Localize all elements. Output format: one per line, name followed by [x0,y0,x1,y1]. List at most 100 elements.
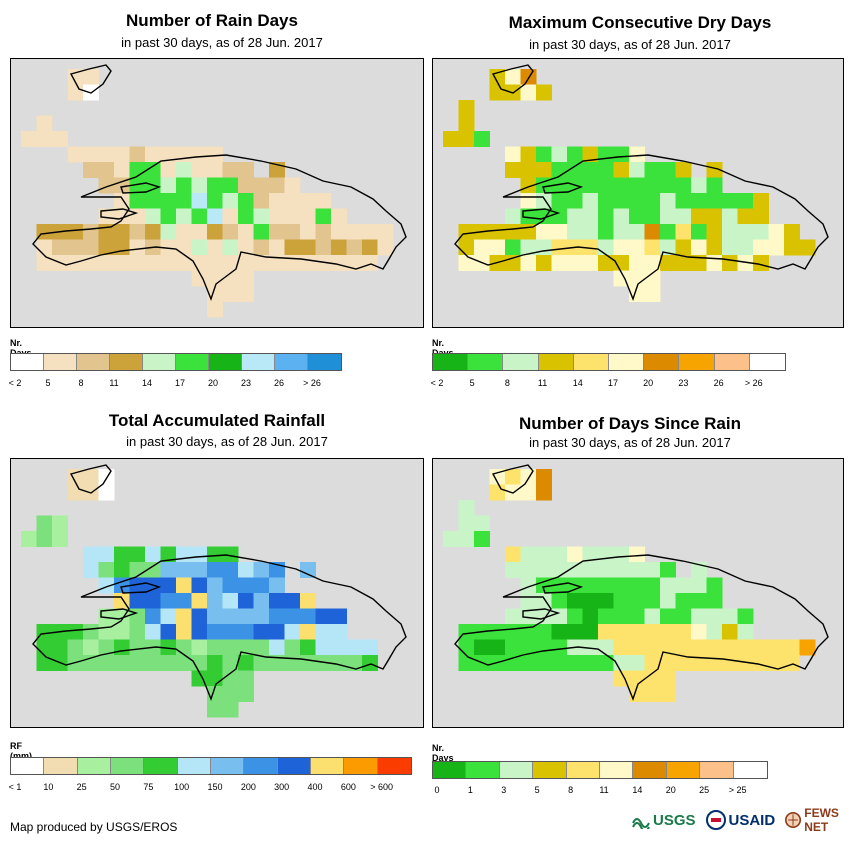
grid-cell [675,577,692,594]
grid-cell [362,224,378,240]
grid-cell [284,639,301,656]
grid-cell [222,177,239,194]
grid-cell [98,177,115,194]
grid-cell [114,577,130,594]
grid-cell [598,177,614,194]
grid-cell [582,162,599,178]
coastline [100,208,139,220]
grid-cell [176,162,192,178]
grid-cell [644,193,661,209]
grid-cell [613,608,630,625]
grid-cell [207,624,223,640]
grid-cell [145,208,161,225]
grid-cell [129,255,146,271]
panel-title: Number of Rain Days [126,11,298,30]
grid-cell [362,639,378,656]
grid-cell [520,208,537,225]
grid-cell [67,624,84,640]
grid-cell [644,239,661,256]
panel-title: Total Accumulated Rainfall [108,411,326,430]
grid-cell [644,177,661,194]
grid-cell [114,177,130,194]
legend-label: 14 [632,785,643,795]
panel-subtitle: in past 30 days, as of 28 Jun. 2017 [529,37,731,52]
grid-cell [613,239,630,256]
grid-cell [253,193,270,209]
grid-cell [598,239,614,256]
grid-cell [36,655,53,671]
grid-cell [238,562,254,578]
grid-cell [160,239,177,256]
grid-cell [238,593,254,609]
grid-cell [753,255,769,271]
grid-cell [191,270,208,287]
grid-cell [284,593,301,609]
legend-swatch [533,762,567,778]
grid-cell [207,701,223,718]
grid-cell [613,546,630,563]
grid-cell [176,208,192,225]
legend-swatch [377,758,411,774]
grid-cell [505,162,521,178]
grid-cell [222,162,239,178]
grid-cell [160,624,177,640]
legend-swatch [110,758,145,774]
grid-cell [98,608,115,625]
grid-cell [582,593,599,609]
grid-cell [207,193,223,209]
legend-swatch [308,354,341,370]
grid-cell [582,546,599,563]
grid-cell [129,224,146,240]
grid-cell [675,608,692,625]
grid-cell [598,608,614,625]
legend-swatch [275,354,308,370]
grid-cell [129,208,146,225]
grid-cell [613,670,630,687]
legend-label: 300 [274,782,290,792]
grid-cell [675,655,692,671]
grid-cell [222,286,239,302]
grid-cell [300,193,316,209]
grid-cell [98,255,115,271]
legend-swatch [277,758,311,774]
grid-cell [458,500,475,516]
legend-labels: 0 1 3 5 8 11 14 20 25 > 25 [432,785,766,797]
grid-cell [458,100,475,116]
legend-label: 600 [340,782,356,792]
grid-cell [722,193,738,209]
grid-cell [644,562,661,578]
grid-cell [598,577,614,594]
legend-label: > 26 [303,378,321,388]
grid-cell [629,177,645,194]
legend-swatch [538,354,574,370]
legend-label: 17 [174,378,186,388]
grid-cell [176,193,192,209]
legend-label: < 1 [8,782,22,792]
grid-cell [145,146,161,163]
grid-cell [644,639,661,656]
grid-cell [706,177,723,194]
grid-cell [98,655,115,671]
grid-cell [300,208,316,225]
grid-cell [520,562,537,578]
grid-cell [567,655,583,671]
legend-swatch [110,354,143,370]
legend-label: 20 [665,785,676,795]
grid-cell [114,255,130,271]
grid-cell [505,624,521,640]
legend-swatch [433,354,469,370]
grid-cell [582,655,599,671]
grid-cell [176,239,192,256]
legend-swatch [466,762,500,778]
grid-cell [67,146,84,163]
grid-cell [520,484,537,501]
grid-cell [145,162,161,178]
grid-cell [36,624,53,640]
grid-cell [191,208,208,225]
grid-cell [52,531,68,547]
legend-label: < 2 [430,378,444,388]
grid-cell [300,255,316,271]
grid-cell [222,562,239,578]
grid-cell [160,193,177,209]
map-rain-days [10,58,424,328]
